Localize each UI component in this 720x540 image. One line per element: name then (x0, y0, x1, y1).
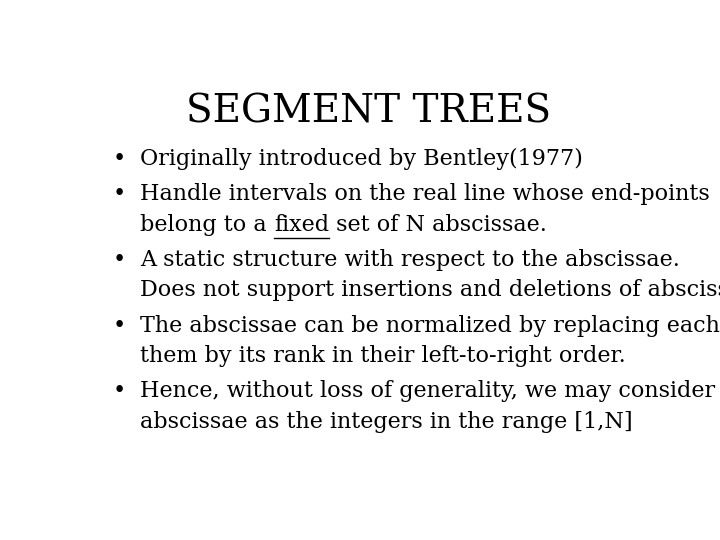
Text: Originally introduced by Bentley(1977): Originally introduced by Bentley(1977) (140, 148, 583, 170)
Text: abscissae as the integers in the range [1,N]: abscissae as the integers in the range [… (140, 411, 633, 433)
Text: •: • (112, 380, 125, 402)
Text: them by its rank in their left-to-right order.: them by its rank in their left-to-right … (140, 345, 626, 367)
Text: •: • (112, 315, 125, 337)
Text: fixed: fixed (274, 214, 329, 235)
Text: The abscissae can be normalized by replacing each of: The abscissae can be normalized by repla… (140, 315, 720, 337)
Text: set of N abscissae.: set of N abscissae. (329, 214, 547, 235)
Text: Handle intervals on the real line whose end-points: Handle intervals on the real line whose … (140, 183, 710, 205)
Text: •: • (112, 183, 125, 205)
Text: A static structure with respect to the abscissae.               i.e.: A static structure with respect to the a… (140, 249, 720, 271)
Text: Does not support insertions and deletions of abscissae.: Does not support insertions and deletion… (140, 279, 720, 301)
Text: Hence, without loss of generality, we may consider these: Hence, without loss of generality, we ma… (140, 380, 720, 402)
Text: belong to a: belong to a (140, 214, 274, 235)
Text: •: • (112, 249, 125, 271)
Text: •: • (112, 148, 125, 170)
Text: SEGMENT TREES: SEGMENT TREES (186, 94, 552, 131)
